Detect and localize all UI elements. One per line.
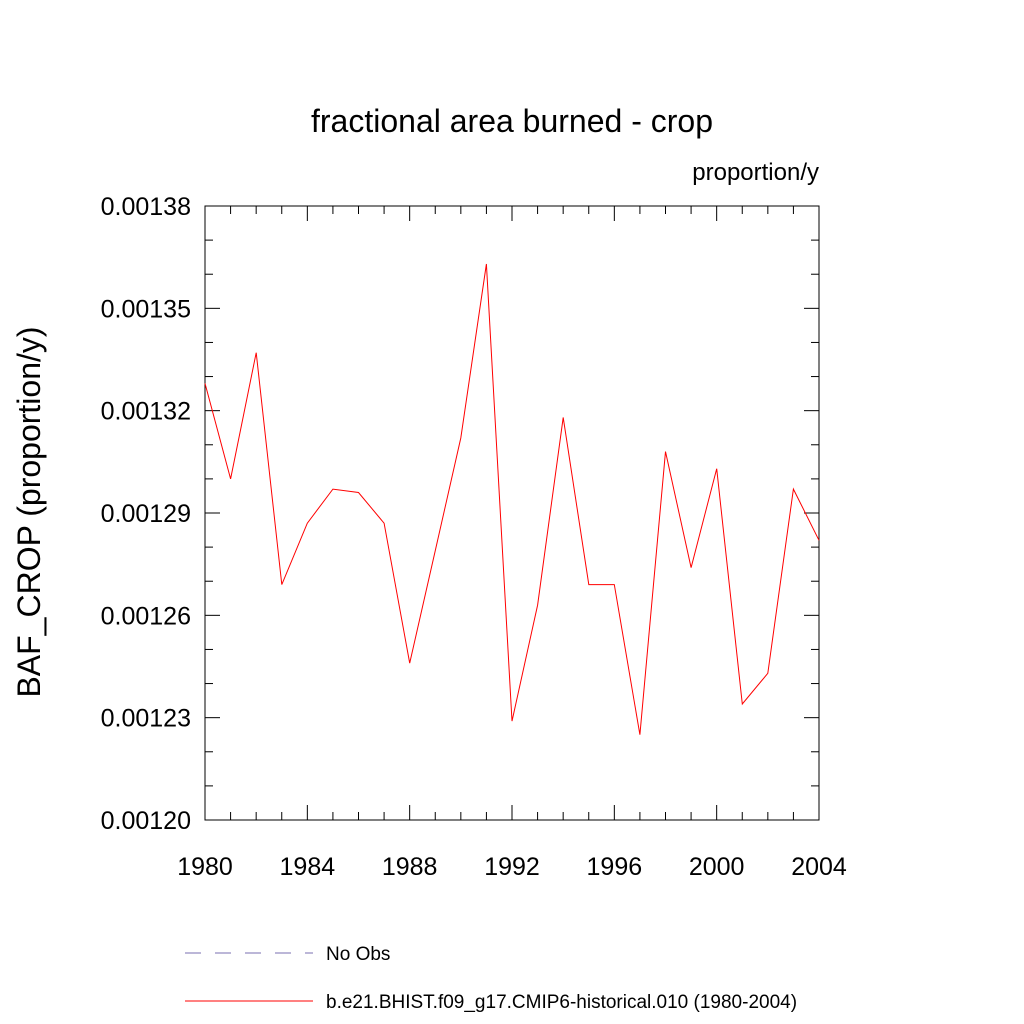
y-tick-label: 0.00129 (101, 500, 191, 528)
chart-title: fractional area burned - crop (311, 103, 713, 139)
legend-label: b.e21.BHIST.f09_g17.CMIP6-historical.010… (326, 992, 797, 1013)
legend: No Obs b.e21.BHIST.f09_g17.CMIP6-historic… (185, 944, 797, 1013)
x-tick-label: 1980 (177, 853, 233, 881)
units-label: proportion/y (692, 159, 819, 186)
x-tick-label: 1988 (382, 853, 438, 881)
y-tick-label: 0.00138 (101, 193, 191, 221)
y-tick-label: 0.00135 (101, 295, 191, 323)
y-tick-label: 0.00120 (101, 807, 191, 835)
x-tick-label: 1996 (587, 853, 643, 881)
x-tick-label: 2004 (791, 853, 847, 881)
y-tick-label: 0.00123 (101, 705, 191, 733)
legend-label: No Obs (326, 944, 390, 965)
x-tick-label: 1984 (280, 853, 336, 881)
axis-tick-labels: 1980 1984 1988 1992 1996 2000 2004 0.00120 0.001… (101, 193, 847, 881)
plot-frame (204, 205, 820, 821)
y-axis-label: BAF_CROP (proportion/y) (11, 326, 47, 697)
series-group (204, 263, 820, 735)
x-tick-label: 2000 (689, 853, 745, 881)
y-tick-label: 0.00132 (101, 398, 191, 426)
series-line (204, 263, 820, 735)
axis-ticks (204, 205, 820, 821)
y-tick-label: 0.00126 (101, 602, 191, 630)
x-tick-label: 1992 (484, 853, 540, 881)
